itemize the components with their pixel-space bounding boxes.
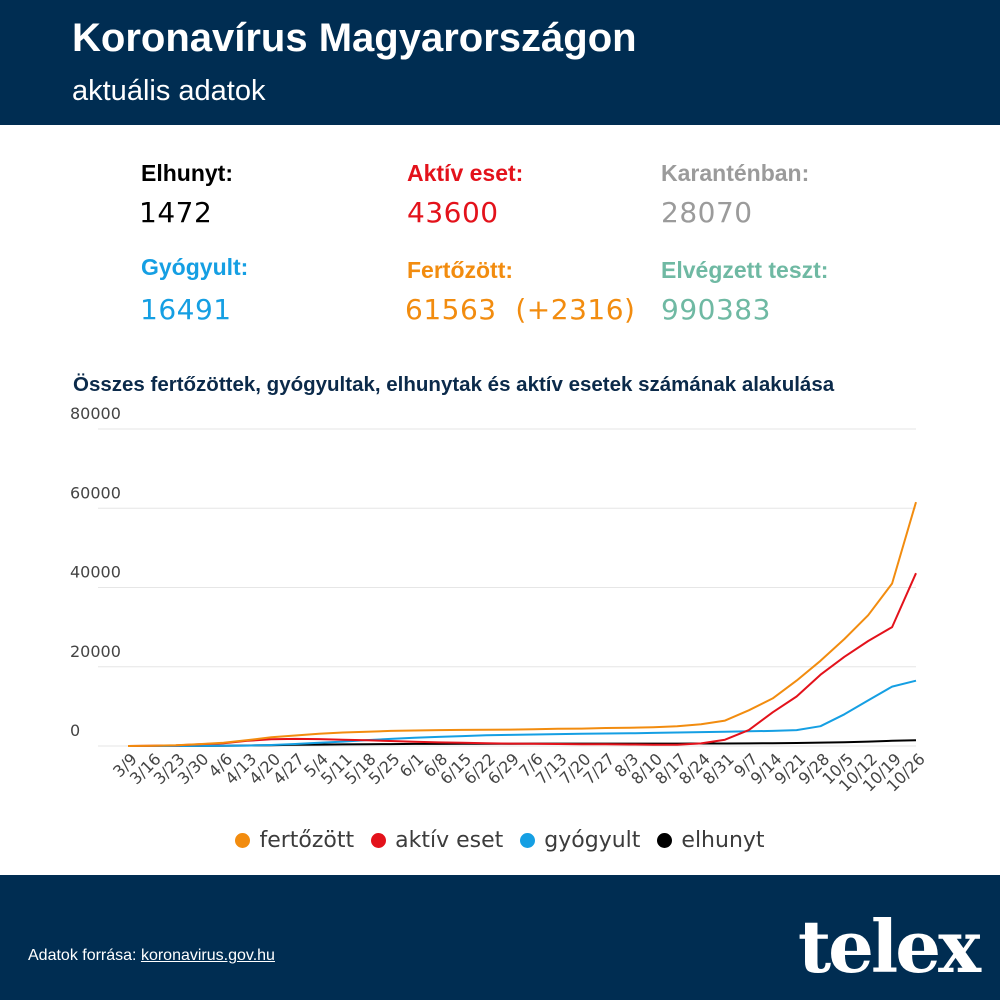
legend-dot-recovered	[520, 833, 536, 848]
stat-value-infected: 61563 (+2316)	[405, 293, 636, 326]
source-link[interactable]: koronavirus.gov.hu	[140, 947, 275, 964]
page-title: Koronavírus Magyarországon	[72, 16, 637, 60]
page-subtitle: aktuális adatok	[72, 75, 266, 107]
stat-label-quarantine: Karanténban:	[661, 160, 810, 186]
header: Koronavírus Magyarországon aktuális adat…	[0, 0, 1000, 125]
y-tick-label: 60000	[70, 483, 121, 502]
stat-value-active: 43600	[407, 196, 499, 229]
stat-label-recovered: Gyógyult:	[141, 254, 249, 280]
stat-label-deaths: Elhunyt:	[141, 160, 233, 186]
chart-legend: fertőzött aktív eset gyógyult elhunyt	[0, 828, 1000, 853]
stat-label-infected: Fertőzött:	[407, 257, 514, 283]
legend-item-infected: fertőzött	[235, 828, 354, 853]
legend-label-deaths: elhunyt	[681, 828, 765, 853]
stat-value-quarantine: 28070	[661, 196, 753, 229]
stat-label-active: Aktív eset:	[407, 160, 524, 186]
telex-logo: telex	[797, 904, 981, 989]
legend-label-recovered: gyógyult	[544, 828, 641, 853]
legend-dot-deaths	[657, 833, 673, 848]
stat-label-tests: Elvégzett teszt:	[661, 257, 829, 283]
legend-item-recovered: gyógyult	[520, 828, 640, 853]
y-tick-label: 0	[70, 721, 80, 740]
legend-item-active: aktív eset	[371, 828, 503, 853]
legend-label-infected: fertőzött	[259, 828, 355, 853]
chart-title: Összes fertőzöttek, gyógyultak, elhunyta…	[73, 373, 835, 396]
legend-dot-infected	[235, 833, 251, 848]
series-line-aktív eset	[127, 572, 917, 747]
y-tick-label: 40000	[70, 563, 121, 582]
legend-label-active: aktív eset	[395, 828, 504, 853]
series-line-gyógyult	[128, 679, 917, 747]
source-prefix: Adatok forrása:	[28, 947, 141, 964]
stat-value-deaths: 1472	[139, 196, 213, 229]
series-line-fertőzött	[127, 501, 917, 747]
y-tick-label: 20000	[70, 642, 121, 661]
legend-item-deaths: elhunyt	[657, 828, 765, 853]
stat-value-tests: 990383	[661, 293, 771, 326]
stat-value-recovered: 16491	[140, 293, 232, 326]
line-chart: 0200004000060000800003/93/163/233/304/64…	[70, 404, 929, 795]
footer: Adatok forrása: koronavirus.gov.hu telex	[0, 875, 1000, 1000]
legend-dot-active	[371, 833, 387, 848]
source-text: Adatok forrása: koronavirus.gov.hu	[28, 947, 275, 965]
y-tick-label: 80000	[70, 404, 121, 423]
